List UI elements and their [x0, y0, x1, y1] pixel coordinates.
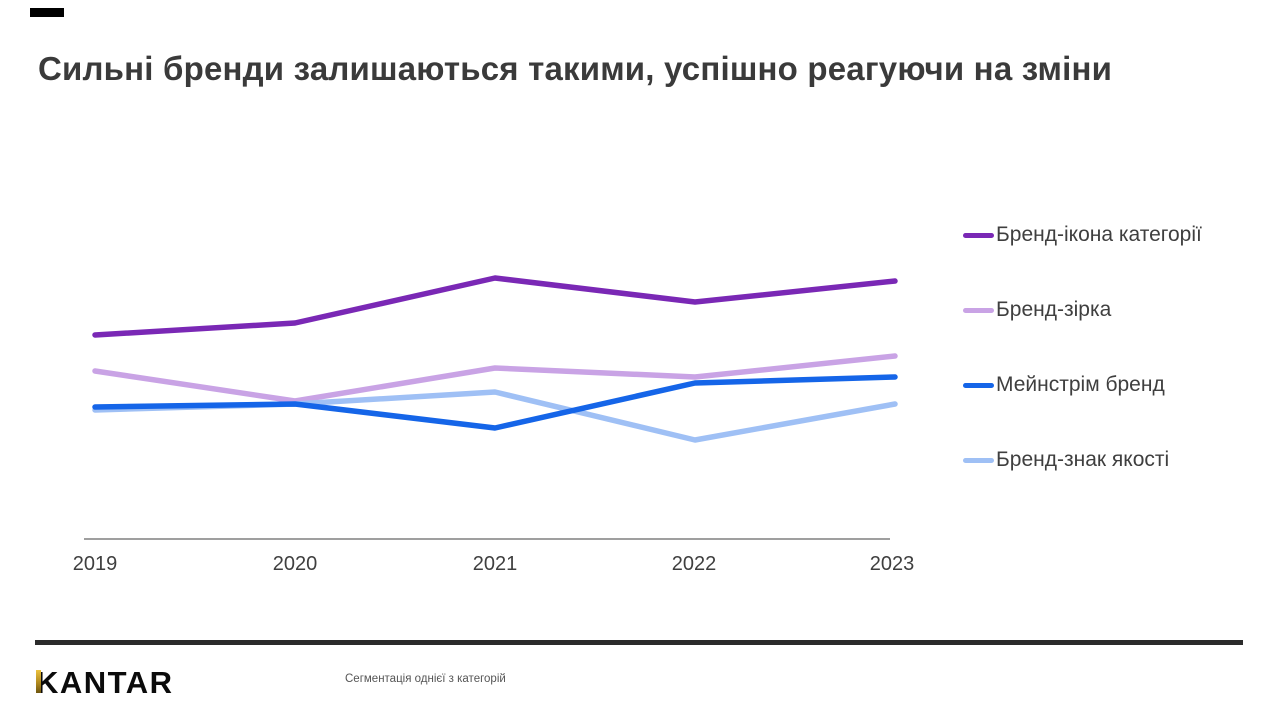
- kantar-logo: KANTAR: [36, 665, 174, 701]
- kantar-logo-text: KANTAR: [36, 665, 174, 700]
- series-lines-layer: [92, 275, 898, 443]
- legend-item-brand-icon: Бренд-ікона категорії: [963, 222, 1202, 248]
- legend-label: Бренд-ікона категорії: [996, 223, 1202, 246]
- slide-accent-dash: [30, 8, 64, 17]
- footer-divider: [35, 640, 1243, 645]
- series-line-1: [92, 353, 898, 404]
- x-tick-2023: 2023: [869, 553, 915, 575]
- page-title: Сильні бренди залишаються такими, успішн…: [38, 50, 1113, 87]
- legend-swatch-brand-icon: [963, 232, 994, 238]
- legend-swatch-mainstream-brand: [963, 382, 994, 388]
- legend-label: Бренд-зірка: [996, 298, 1112, 321]
- footer-note: Сегментація однієї з категорій: [345, 673, 506, 685]
- series-line-3: [92, 389, 898, 443]
- series-line-2: [92, 374, 898, 431]
- x-tick-2021: 2021: [472, 553, 518, 575]
- legend-item-quality-mark: Бренд-знак якості: [963, 447, 1202, 473]
- kantar-gold-stem-icon: [36, 670, 41, 693]
- legend-swatch-quality-mark: [963, 457, 994, 463]
- chart-legend: Бренд-ікона категорії Бренд-зірка Мейнст…: [963, 222, 1202, 522]
- legend-swatch-brand-star: [963, 307, 994, 313]
- legend-item-mainstream-brand: Мейнстрім бренд: [963, 372, 1202, 398]
- legend-label: Бренд-знак якості: [996, 448, 1170, 471]
- legend-label: Мейнстрім бренд: [996, 373, 1165, 396]
- series-line-0: [92, 275, 898, 338]
- x-tick-2019: 2019: [72, 553, 118, 575]
- legend-item-brand-star: Бренд-зірка: [963, 297, 1202, 323]
- x-tick-2022: 2022: [671, 553, 717, 575]
- x-tick-2020: 2020: [272, 553, 318, 575]
